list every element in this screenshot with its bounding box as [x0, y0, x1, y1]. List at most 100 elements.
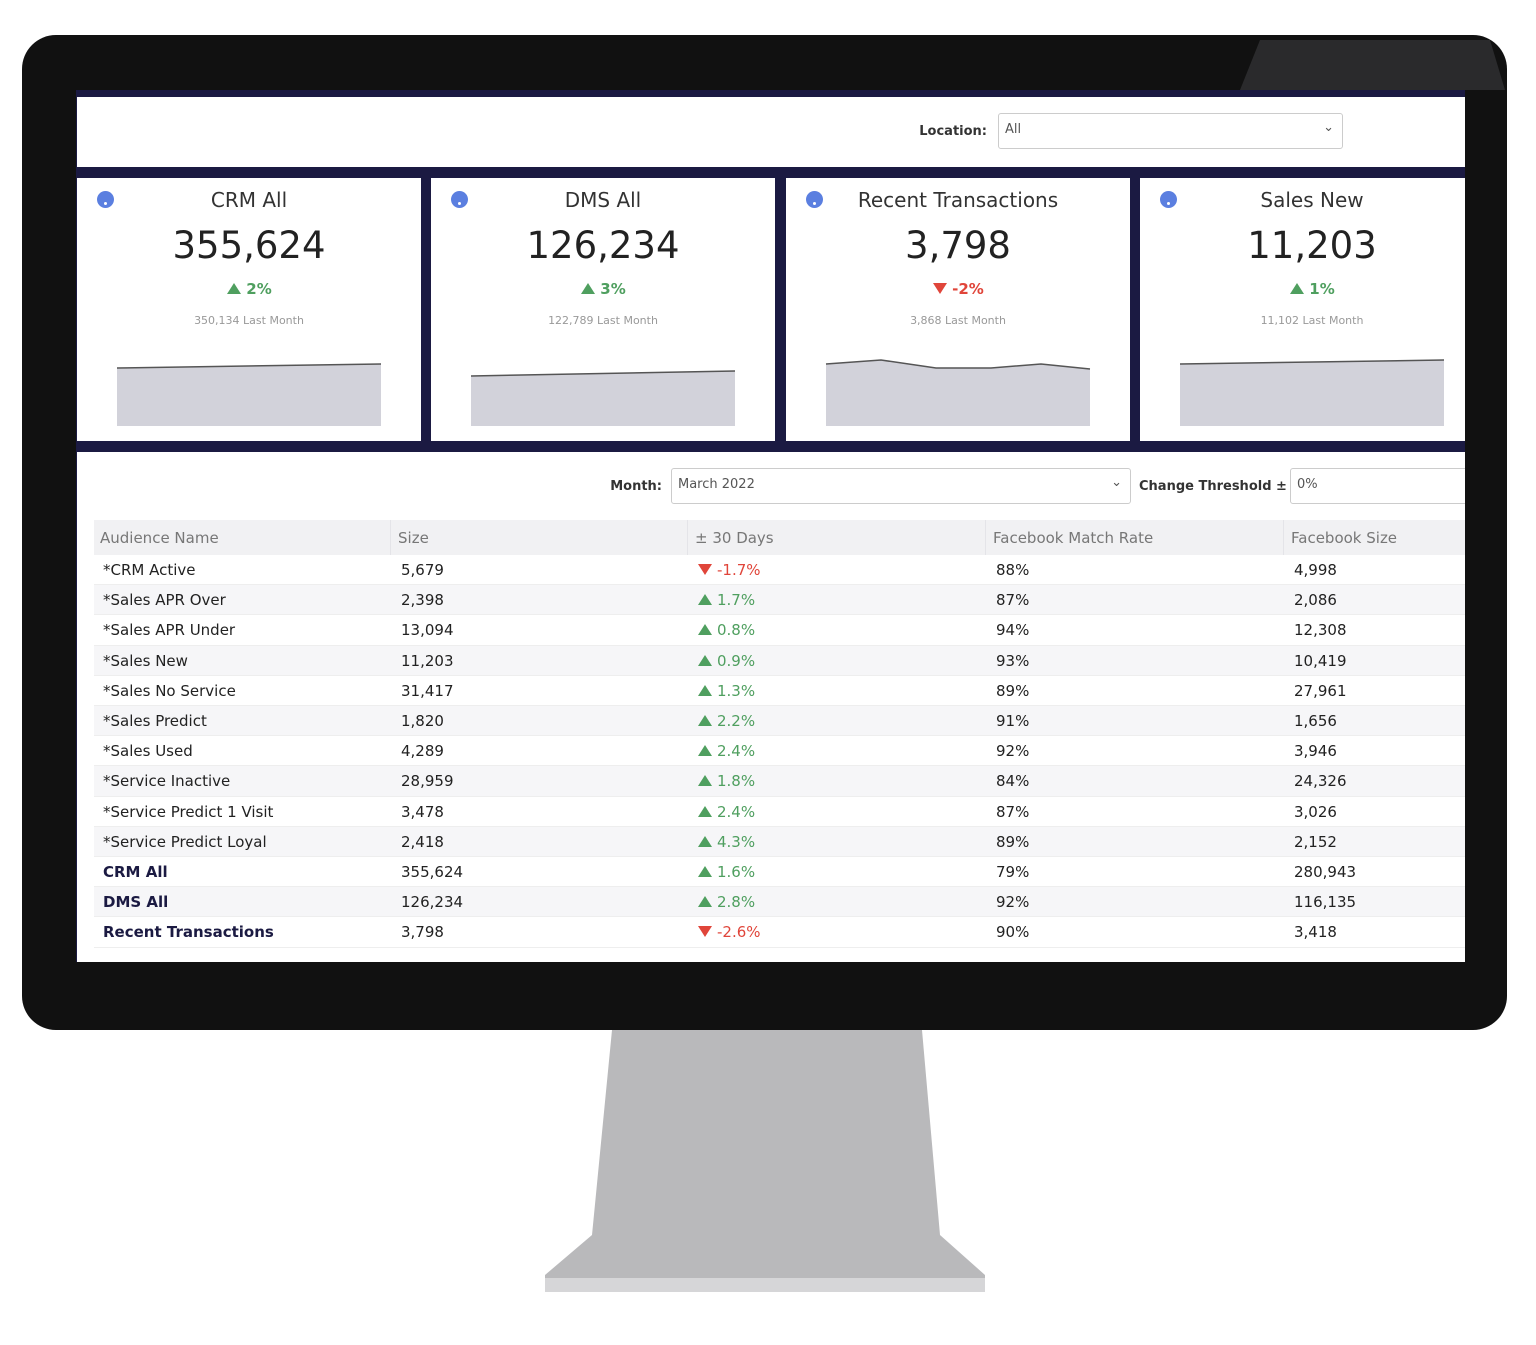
- sparkline-area: [825, 359, 1091, 426]
- table-cell: 4,998: [1294, 561, 1337, 579]
- card-change: 1%: [1140, 280, 1465, 298]
- table-cell: 1,656: [1294, 712, 1337, 730]
- table-cell: 3,478: [401, 802, 444, 821]
- card-last-month: 350,134 Last Month: [194, 314, 304, 327]
- help-icon: [97, 191, 114, 208]
- change-value: 1.7%: [717, 591, 756, 610]
- sparkline: [786, 178, 1130, 445]
- table-cell: 92%: [996, 742, 1030, 761]
- sparkline: [77, 178, 421, 445]
- help-icon: [806, 191, 823, 208]
- table-cell: 27,961: [1294, 681, 1347, 700]
- table-cell: 94%: [996, 621, 1030, 640]
- card-last-month: 122,789 Last Month: [548, 314, 658, 327]
- audience-name: CRM All: [103, 863, 168, 881]
- audience-name: *Sales New: [103, 651, 188, 670]
- audience-name: *Sales APR Over: [103, 591, 226, 610]
- trend-arrow: [698, 926, 712, 938]
- change-cell: 2.2%: [697, 712, 755, 730]
- help-dot: [1167, 202, 1170, 205]
- trend-arrow: [698, 896, 712, 908]
- table-row: [94, 675, 1465, 706]
- change-value: 2%: [246, 280, 272, 298]
- change-value: 1.3%: [717, 681, 756, 700]
- card-last-month: 11,102 Last Month: [1260, 314, 1364, 327]
- trend-arrow: [698, 805, 712, 817]
- change-value: 1.8%: [717, 772, 756, 791]
- table-cell: 2,398: [401, 591, 444, 610]
- change-value: 0.8%: [717, 621, 756, 640]
- table-header-bg: [94, 520, 1465, 555]
- table-cell: 31,417: [401, 681, 454, 700]
- table-cell: 2,086: [1294, 591, 1337, 610]
- table-row: [94, 826, 1465, 857]
- sparkline: [1140, 178, 1465, 445]
- card-title: DMS All: [564, 188, 642, 212]
- table-row: [94, 796, 1465, 827]
- threshold-label: Change Threshold ± :: [1139, 479, 1297, 494]
- change-cell: 4.3%: [697, 833, 755, 851]
- trend-arrow: [698, 745, 712, 757]
- table-row: [94, 736, 1465, 767]
- table-row: [94, 645, 1465, 676]
- table-cell: 92%: [996, 893, 1030, 912]
- table-cell: 116,135: [1294, 893, 1357, 912]
- change-value: 2.2%: [717, 712, 756, 730]
- top-bar: Location: All ⌄: [77, 97, 1465, 167]
- table-cell: 4,289: [401, 742, 444, 761]
- table-cell: 10,419: [1294, 651, 1347, 670]
- change-cell: 0.8%: [697, 621, 755, 639]
- change-value: 0.9%: [717, 651, 756, 670]
- table-cell: 89%: [996, 832, 1030, 851]
- trend-arrow: [698, 654, 712, 666]
- sparkline-area: [470, 370, 736, 426]
- change-cell: 1.3%: [697, 682, 755, 700]
- change-cell: 2.4%: [697, 742, 755, 760]
- audience-name: *Sales Predict: [103, 712, 207, 730]
- table-cell: 3,026: [1294, 802, 1337, 821]
- table-cell: 126,234: [401, 893, 464, 912]
- table-cell: 79%: [996, 863, 1030, 881]
- sparkline-area: [1179, 359, 1445, 426]
- kpi-card: Sales New 11,203 1% 11,102 Last Month: [1140, 178, 1465, 441]
- audience-name: Recent Transactions: [103, 923, 274, 942]
- month-select[interactable]: March 2022 ⌄: [671, 468, 1131, 504]
- kpi-card: DMS All 126,234 3% 122,789 Last Month: [431, 178, 775, 441]
- audience-name: *Service Predict 1 Visit: [103, 802, 274, 821]
- table-cell: 84%: [996, 772, 1030, 791]
- trend-arrow: [698, 775, 712, 787]
- change-cell: 1.6%: [697, 863, 755, 881]
- card-change: -2%: [786, 280, 1130, 298]
- trend-arrow: [698, 684, 712, 696]
- card-title: CRM All: [210, 188, 288, 212]
- kpi-card: Recent Transactions 3,798 -2% 3,868 Last Mo…: [786, 178, 1130, 441]
- card-value: 3,798: [905, 224, 1011, 267]
- table-cell: 1,820: [401, 712, 444, 730]
- table-row: [94, 917, 1465, 948]
- table-cell: 13,094: [401, 621, 454, 640]
- table-cell: 12,308: [1294, 621, 1347, 640]
- table-cell: 90%: [996, 923, 1030, 942]
- change-value: 1.6%: [717, 863, 756, 881]
- audience-name: *Sales APR Under: [103, 621, 236, 640]
- card-value: 126,234: [526, 224, 680, 267]
- location-select[interactable]: All ⌄: [998, 113, 1343, 149]
- change-value: 1%: [1309, 280, 1335, 298]
- change-cell: 2.8%: [697, 893, 755, 911]
- card-title: Recent Transactions: [857, 188, 1059, 212]
- table-cell: 87%: [996, 591, 1030, 610]
- change-cell: 1.8%: [697, 772, 755, 790]
- change-value: -2%: [952, 280, 984, 298]
- change-value: 3%: [600, 280, 626, 298]
- card-title: Sales New: [1260, 188, 1364, 212]
- help-dot: [458, 202, 461, 205]
- sparkline: [431, 178, 775, 445]
- threshold-input[interactable]: 0%: [1290, 468, 1465, 504]
- table-cell: 24,326: [1294, 772, 1347, 791]
- month-value: March 2022: [678, 477, 755, 492]
- change-cell: 1.7%: [697, 591, 755, 609]
- table-cell: 28,959: [401, 772, 454, 791]
- change-cell: -2.6%: [697, 923, 761, 941]
- card-last-month: 3,868 Last Month: [910, 314, 1006, 327]
- column-header: Facebook Size: [1291, 529, 1398, 547]
